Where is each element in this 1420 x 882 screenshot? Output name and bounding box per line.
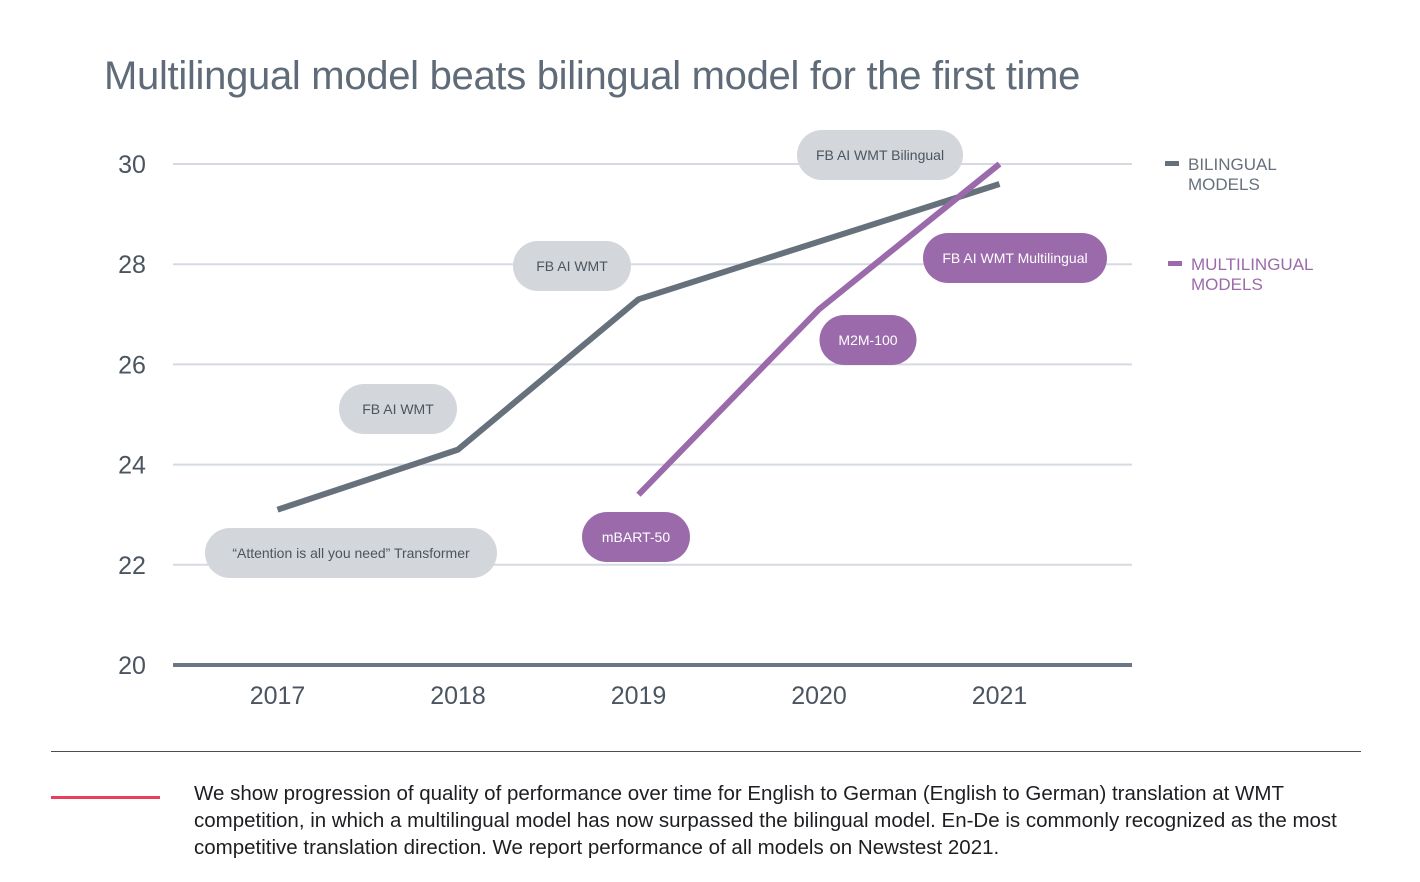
chart-title: Multilingual model beats bilingual model…	[104, 54, 1081, 98]
y-tick-label: 30	[118, 151, 146, 179]
annotation-label: FB AI WMT Bilingual	[816, 147, 944, 163]
y-tick-label: 28	[118, 251, 146, 279]
annotation-pill	[819, 315, 917, 365]
legend-label: MODELS	[1188, 175, 1260, 194]
bilingual-series-line	[276, 181, 1001, 513]
y-tick-label: 20	[118, 652, 146, 680]
annotation-pill	[339, 384, 457, 434]
caption-divider	[51, 751, 1361, 752]
legend-label: BILINGUAL	[1188, 155, 1277, 174]
multilingual-series-line	[636, 161, 1002, 497]
annotation-pill	[797, 130, 963, 180]
figure-caption: We show progression of quality of perfor…	[194, 782, 1337, 859]
annotation-label: FB AI WMT	[362, 401, 434, 417]
x-tick-label: 2021	[972, 682, 1028, 710]
annotation-label: M2M-100	[838, 332, 897, 348]
bilingual-legend-swatch	[1165, 161, 1179, 166]
x-tick-label: 2019	[611, 682, 667, 710]
annotation-pill	[513, 241, 631, 291]
y-tick-label: 22	[118, 552, 146, 580]
annotation-label: mBART-50	[602, 529, 670, 545]
annotation-pill	[582, 512, 690, 562]
annotation-label: FB AI WMT	[536, 258, 608, 274]
caption-accent-bar	[51, 796, 160, 799]
x-tick-label: 2018	[430, 682, 486, 710]
legend-label: MULTILINGUAL	[1191, 255, 1314, 274]
y-tick-label: 26	[118, 351, 146, 379]
annotation-label: FB AI WMT Multilingual	[942, 250, 1087, 266]
annotation-pill	[923, 233, 1107, 283]
y-tick-label: 24	[118, 452, 146, 480]
line-chart: 20 22 24 26 28 30 2017 2018 2019 2020 2021 “Atten…	[118, 130, 1314, 710]
annotation-pill	[205, 528, 497, 578]
multilingual-legend-swatch	[1168, 261, 1182, 266]
legend-label: MODELS	[1191, 275, 1263, 294]
x-tick-label: 2017	[250, 682, 306, 710]
x-tick-label: 2020	[791, 682, 847, 710]
annotation-label: “Attention is all you need” Transformer	[232, 545, 470, 561]
